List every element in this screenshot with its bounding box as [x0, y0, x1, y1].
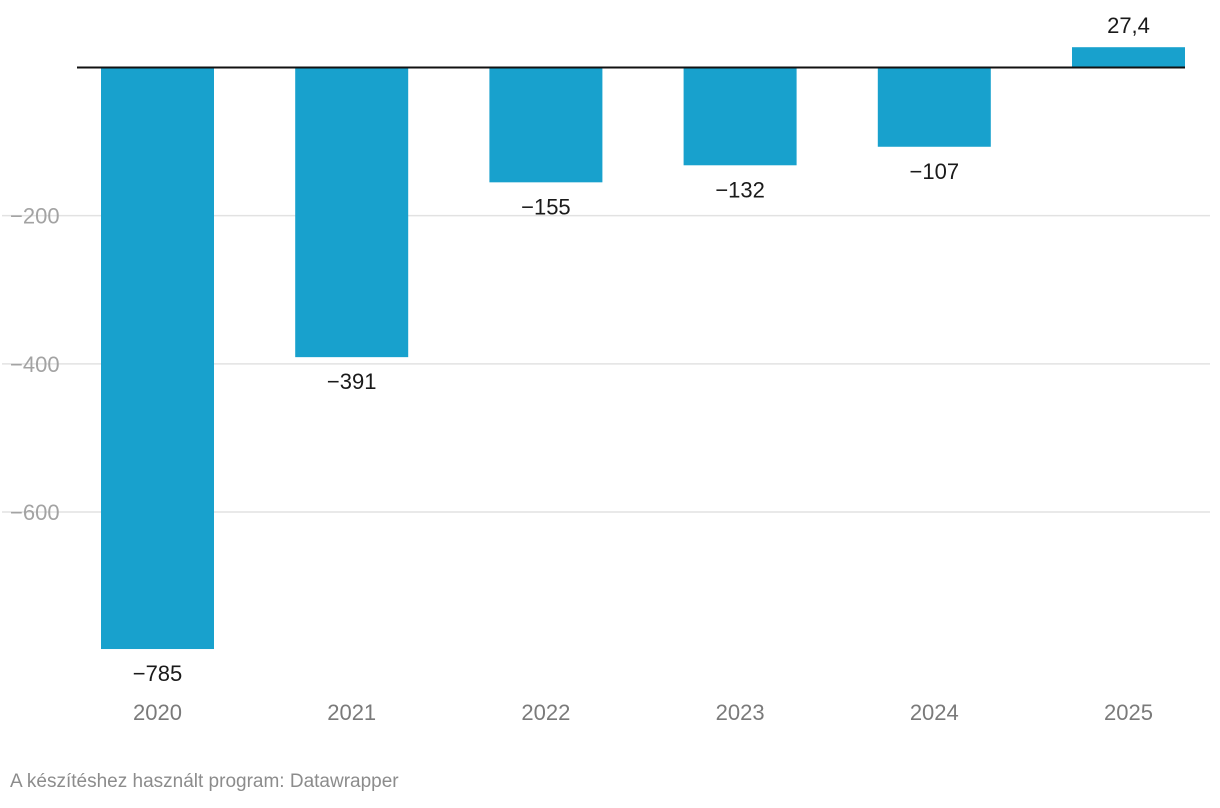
data-label-2023: −132: [715, 177, 765, 202]
data-label-2021: −391: [327, 369, 377, 394]
y-tick-label: −400: [10, 352, 60, 377]
bar-2024: [877, 67, 991, 147]
data-label-2020: −785: [133, 661, 183, 686]
chart-svg: −200 −400 −600 −785 −391 −155 −132 −107 27,4 2020…: [2, 13, 1210, 725]
bar-2025: [1072, 47, 1185, 68]
bar-chart: −200 −400 −600 −785 −391 −155 −132 −107 27,4 2020…: [2, 13, 1210, 725]
x-tick-label-2021: 2021: [327, 700, 376, 725]
x-tick-label-2022: 2022: [521, 700, 570, 725]
bar-2022: [489, 67, 603, 183]
x-tick-label-2023: 2023: [716, 700, 765, 725]
bar-2020: [101, 67, 214, 650]
data-label-2022: −155: [521, 194, 571, 219]
data-label-2025: 27,4: [1107, 13, 1150, 38]
footer-credit: A készítéshez használt program: Datawrap…: [10, 771, 399, 792]
y-tick-label: −200: [10, 204, 60, 229]
bar-2021: [295, 67, 409, 358]
x-tick-label-2025: 2025: [1104, 700, 1153, 725]
data-label-2024: −107: [910, 159, 960, 184]
x-tick-label-2024: 2024: [910, 700, 959, 725]
bar-2023: [683, 67, 797, 166]
y-tick-label: −600: [10, 500, 60, 525]
x-tick-label-2020: 2020: [133, 700, 182, 725]
